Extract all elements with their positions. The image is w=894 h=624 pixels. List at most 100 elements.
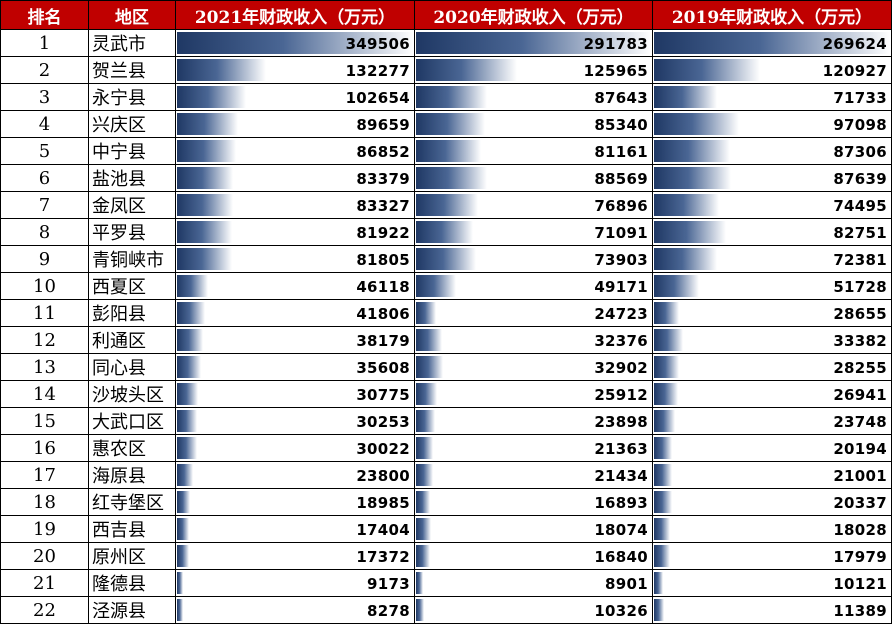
value-text: 76896 <box>594 196 648 215</box>
table-row: 9 青铜峡市 81805 73903 72381 <box>0 245 892 273</box>
region-cell: 西夏区 <box>88 272 176 300</box>
value-text: 38179 <box>356 331 410 350</box>
value-cell-2020: 24723 <box>414 299 653 327</box>
data-bar <box>654 140 731 162</box>
value-cell-2019: 72381 <box>652 245 892 273</box>
header-row: 排名 地区 2021年财政收入（万元） 2020年财政收入（万元） 2019年财… <box>0 0 892 30</box>
value-cell-2019: 33382 <box>652 326 892 354</box>
data-bar <box>177 356 202 378</box>
value-cell-2020: 16840 <box>414 542 653 570</box>
value-cell-2019: 87306 <box>652 137 892 165</box>
region-cell: 贺兰县 <box>88 56 176 84</box>
value-cell-2019: 269624 <box>652 29 892 57</box>
data-bar <box>177 194 234 216</box>
table-row: 21 隆德县 9173 8901 10121 <box>0 569 892 597</box>
data-bar <box>177 248 233 270</box>
value-text: 30022 <box>356 439 410 458</box>
value-text: 49171 <box>594 277 648 296</box>
data-bar <box>177 302 206 324</box>
value-cell-2021: 41806 <box>175 299 415 327</box>
value-cell-2020: 16893 <box>414 488 653 516</box>
data-bar <box>416 194 478 216</box>
value-text: 87639 <box>833 169 887 188</box>
value-text: 17372 <box>356 547 410 566</box>
value-text: 87643 <box>594 88 648 107</box>
header-region: 地区 <box>88 0 176 30</box>
data-bar <box>416 221 474 243</box>
rank-cell: 14 <box>0 380 89 408</box>
data-bar <box>177 545 189 567</box>
table-row: 5 中宁县 86852 81161 87306 <box>0 137 892 165</box>
region-cell: 大武口区 <box>88 407 176 435</box>
value-text: 86852 <box>356 142 410 161</box>
value-cell-2019: 20194 <box>652 434 892 462</box>
value-cell-2019: 11389 <box>652 596 892 624</box>
value-text: 28655 <box>833 304 887 323</box>
value-cell-2020: 25912 <box>414 380 653 408</box>
value-text: 10121 <box>833 574 887 593</box>
rank-cell: 1 <box>0 29 89 57</box>
rank-cell: 15 <box>0 407 89 435</box>
value-cell-2020: 87643 <box>414 83 653 111</box>
rank-cell: 19 <box>0 515 89 543</box>
data-bar <box>177 599 183 621</box>
value-cell-2019: 82751 <box>652 218 892 246</box>
table-row: 10 西夏区 46118 49171 51728 <box>0 272 892 300</box>
data-bar <box>177 221 233 243</box>
data-bar <box>416 464 434 486</box>
data-bar <box>416 86 487 108</box>
region-cell: 原州区 <box>88 542 176 570</box>
data-bar <box>416 32 651 54</box>
data-bar <box>654 59 760 81</box>
data-bar <box>416 140 482 162</box>
data-bar <box>654 410 675 432</box>
data-bar <box>654 356 679 378</box>
value-text: 88569 <box>594 169 648 188</box>
table-row: 6 盐池县 83379 88569 87639 <box>0 164 892 192</box>
value-text: 71733 <box>833 88 887 107</box>
data-bar <box>416 356 443 378</box>
value-text: 89659 <box>356 115 410 134</box>
value-cell-2019: 10121 <box>652 569 892 597</box>
region-cell: 中宁县 <box>88 137 176 165</box>
value-text: 18074 <box>594 520 648 539</box>
value-text: 17404 <box>356 520 410 539</box>
value-cell-2021: 81922 <box>175 218 415 246</box>
value-cell-2021: 17372 <box>175 542 415 570</box>
data-bar <box>654 383 678 405</box>
data-bar <box>654 599 664 621</box>
table-row: 7 金凤区 83327 76896 74495 <box>0 191 892 219</box>
region-cell: 金凤区 <box>88 191 176 219</box>
rank-cell: 2 <box>0 56 89 84</box>
rank-cell: 4 <box>0 110 89 138</box>
value-text: 23898 <box>594 412 648 431</box>
value-cell-2019: 17979 <box>652 542 892 570</box>
rank-cell: 17 <box>0 461 89 489</box>
value-cell-2019: 18028 <box>652 515 892 543</box>
table-row: 2 贺兰县 132277 125965 120927 <box>0 56 892 84</box>
data-bar <box>416 437 434 459</box>
value-cell-2020: 85340 <box>414 110 653 138</box>
data-bar <box>654 518 670 540</box>
value-cell-2020: 88569 <box>414 164 653 192</box>
value-cell-2020: 21434 <box>414 461 653 489</box>
value-text: 349506 <box>345 34 410 53</box>
header-2019: 2019年财政收入（万元） <box>652 0 892 30</box>
value-text: 30775 <box>356 385 410 404</box>
data-bar <box>177 437 198 459</box>
table-row: 1 灵武市 349506 291783 269624 <box>0 29 892 57</box>
rank-cell: 7 <box>0 191 89 219</box>
rank-cell: 5 <box>0 137 89 165</box>
data-bar <box>416 248 476 270</box>
value-text: 46118 <box>356 277 410 296</box>
value-text: 120927 <box>822 61 887 80</box>
value-text: 291783 <box>583 34 648 53</box>
value-cell-2020: 18074 <box>414 515 653 543</box>
value-cell-2019: 28255 <box>652 353 892 381</box>
value-cell-2021: 30022 <box>175 434 415 462</box>
data-bar <box>177 59 267 81</box>
header-2021: 2021年财政收入（万元） <box>175 0 415 30</box>
value-text: 81161 <box>594 142 648 161</box>
value-text: 33382 <box>833 331 887 350</box>
